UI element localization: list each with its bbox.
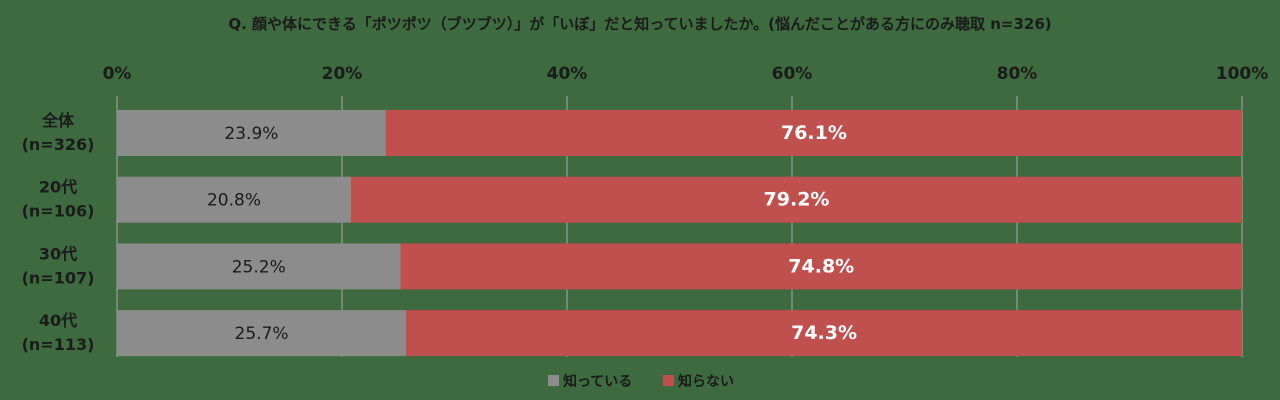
data-label: 25.2% — [232, 257, 286, 277]
x-tick-label: 80% — [997, 64, 1038, 84]
bars: 23.9% 76.1% 20.8% 79.2% 25.2% 74.8% 25.7% 74.3% — [117, 110, 1242, 357]
data-label: 79.2% — [764, 189, 830, 211]
category-label: 20代 — [39, 178, 77, 197]
x-tick-label: 100% — [1216, 64, 1269, 84]
legend-label: 知らない — [678, 373, 734, 390]
legend-label: 知っている — [563, 373, 632, 390]
bar-segment — [117, 176, 351, 223]
data-label: 20.8% — [207, 191, 261, 211]
x-tick-label: 20% — [322, 64, 363, 84]
category-label: (n=113) — [22, 335, 95, 354]
x-tick-label: 40% — [547, 64, 588, 84]
legend-swatch — [663, 375, 674, 386]
data-label: 25.7% — [235, 324, 289, 344]
legend-swatch — [548, 375, 559, 386]
data-label: 74.8% — [788, 255, 854, 277]
bar-segment — [117, 243, 401, 290]
bar-segment — [400, 243, 1242, 290]
bar-segment — [117, 110, 386, 156]
bar-segment — [385, 110, 1242, 156]
category-labels: 全体 (n=326) 20代 (n=106) 30代 (n=107) 40代 (n=113) — [22, 111, 95, 354]
chart-title: Q. 顔や体にできる「ポツポツ（ブツブツ）」が「いぼ」だと知っていましたか。(悩… — [228, 15, 1051, 33]
bar-segment — [117, 310, 407, 357]
category-label: (n=107) — [22, 268, 95, 287]
data-label: 74.3% — [791, 322, 857, 344]
bar-segment — [406, 310, 1242, 357]
category-label: 40代 — [39, 311, 77, 330]
bar-segment — [351, 176, 1242, 223]
x-tick-label: 0% — [103, 64, 132, 84]
data-label: 76.1% — [781, 122, 847, 144]
x-tick-label: 60% — [772, 64, 813, 84]
x-axis-ticks: 0% 20% 40% 60% 80% 100% — [103, 64, 1269, 84]
category-label: (n=326) — [22, 135, 95, 154]
data-label: 23.9% — [224, 124, 278, 144]
category-label: 30代 — [39, 244, 77, 263]
category-label: (n=106) — [22, 202, 95, 221]
category-label: 全体 — [41, 111, 75, 130]
legend: 知っている 知らない — [548, 373, 734, 390]
